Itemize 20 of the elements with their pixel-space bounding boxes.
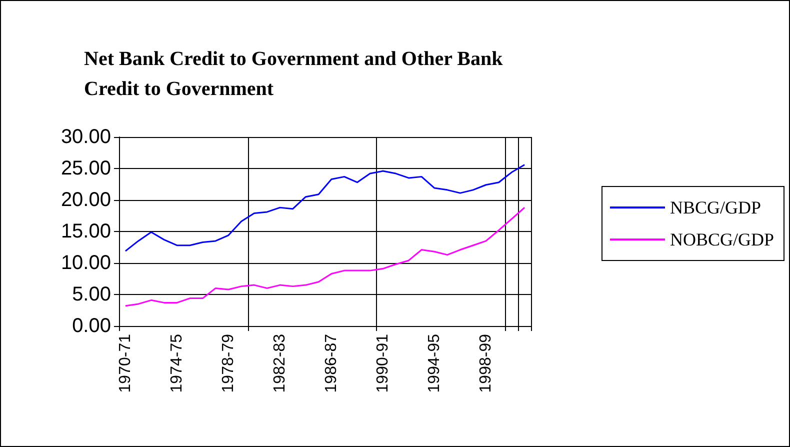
line-series — [124, 164, 526, 252]
x-tick-label: 1990-91 — [374, 334, 392, 393]
y-tick-label: 25.00 — [60, 158, 111, 180]
x-tick-label: 1998-99 — [477, 334, 494, 393]
x-tick-label: 1994-95 — [426, 334, 443, 393]
y-tick-label: 15.00 — [60, 220, 111, 242]
y-tick-label: 10.00 — [60, 252, 111, 274]
x-tick-label: 1974-75 — [168, 334, 186, 393]
legend-label: NBCG/GDP — [670, 198, 762, 218]
legend-label: NOBCG/GDP — [670, 230, 774, 250]
y-tick-label: 20.00 — [60, 189, 111, 211]
chart-title: Net Bank Credit to Government and Other Bank Credit to Government — [84, 48, 508, 100]
y-tick-label: 5.00 — [72, 284, 111, 306]
x-tick-label: 1986-87 — [322, 334, 340, 393]
y-tick-label: 30.00 — [60, 126, 111, 148]
x-tick-label: 1978-79 — [220, 334, 237, 393]
line-series — [124, 206, 526, 307]
x-tick-label: 1982-83 — [271, 334, 288, 393]
x-tick-label: 1970-71 — [116, 334, 134, 393]
y-tick-label: 0.00 — [72, 315, 111, 337]
